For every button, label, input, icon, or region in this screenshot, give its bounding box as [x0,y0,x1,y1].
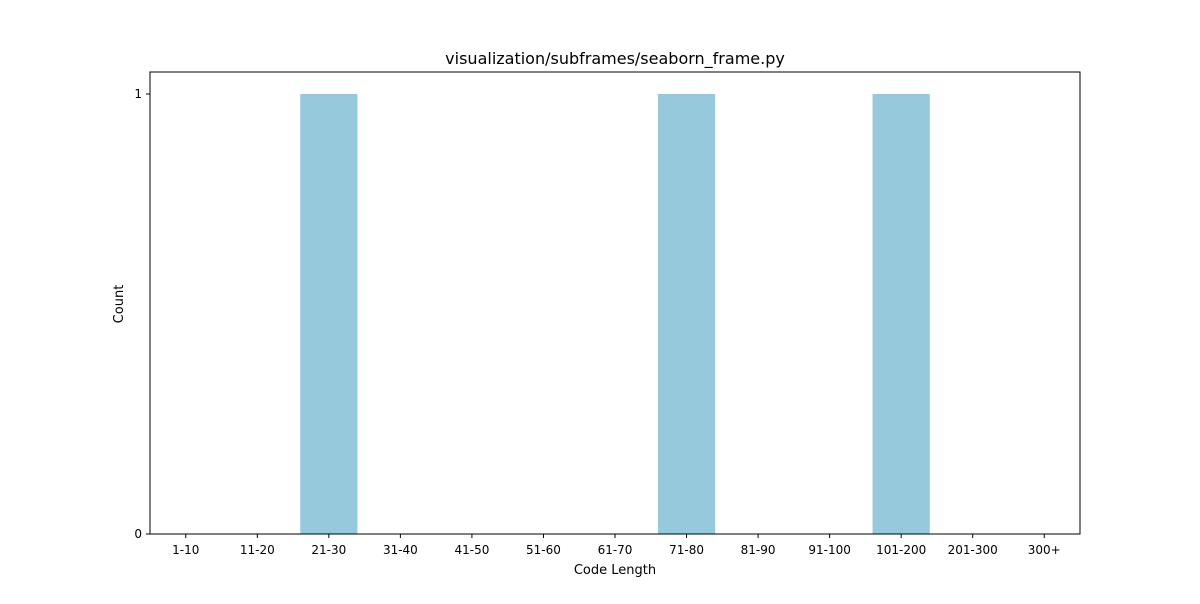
x-tick-label: 201-300 [948,543,998,557]
x-tick-label: 51-60 [526,543,561,557]
x-tick-label: 81-90 [741,543,776,557]
x-tick-label: 300+ [1028,543,1061,557]
x-tick-label: 11-20 [240,543,275,557]
x-tick-label: 101-200 [876,543,926,557]
x-tick-label: 91-100 [808,543,851,557]
x-tick-label: 31-40 [383,543,418,557]
bars-layer [300,94,930,534]
y-tick-label: 0 [134,527,142,541]
y-tick-label: 1 [134,87,142,101]
y-axis: 01 [134,87,150,541]
x-axis: 1-10 11-20 21-30 31-40 41-50 51-60 61-70 71-80 8… [172,534,1061,557]
x-tick-label: 41-50 [454,543,489,557]
x-tick-label: 1-10 [172,543,199,557]
x-tick-label: 61-70 [598,543,633,557]
chart-title: visualization/subframes/seaborn_frame.py [445,49,785,69]
x-tick-label: 21-30 [311,543,346,557]
bar-101-200 [872,94,930,534]
plot-area-frame [149,71,1081,535]
x-tick-label: 71-80 [669,543,704,557]
y-axis-label: Count [112,285,127,324]
bar-21-30 [300,94,358,534]
x-axis-label: Code Length [574,563,656,578]
bar-71-80 [657,94,716,534]
